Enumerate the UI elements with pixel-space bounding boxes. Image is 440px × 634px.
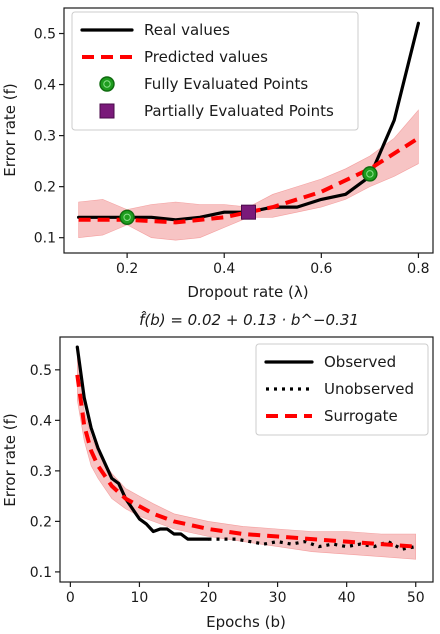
epochs-chart-title: f̂(b) = 0.02 + 0.13 · b^−0.31 — [139, 310, 359, 329]
dropout-band-area — [78, 109, 419, 241]
dropout-confidence-band — [78, 109, 419, 241]
dropout-series-predicted — [78, 136, 420, 225]
dropout-legend-label: Partially Evaluated Points — [144, 102, 334, 120]
dropout-x-tick-label: 0.2 — [116, 261, 138, 277]
dropout-legend-label: Predicted values — [144, 48, 268, 66]
epochs-x-axis-label: Epochs (b) — [206, 613, 286, 631]
dropout-legend-label: Real values — [144, 21, 230, 39]
epochs-x-tick-label: 50 — [407, 590, 425, 606]
dropout-plot-frame — [63, 7, 434, 254]
epochs-legend-box — [255, 343, 429, 436]
dropout-x-ticks: 0.2 0.4 0.6 0.8 — [116, 253, 430, 277]
epochs-y-tick-label: 0.4 — [30, 413, 52, 429]
epochs-band-area — [77, 349, 416, 560]
dropout-legend-swatch — [99, 76, 115, 92]
epochs-legend: Observed Unobserved Surrogate — [255, 343, 429, 436]
dropout-y-axis-label: Error rate (f) — [1, 83, 19, 177]
dropout-y-tick-label: 0.4 — [34, 78, 56, 94]
epochs-series-observed — [75, 345, 211, 541]
dropout-y-tick-label: 0.3 — [34, 129, 56, 145]
dropout-y-ticks: 0.1 0.2 0.3 0.4 0.5 — [34, 27, 64, 247]
dropout-y-tick-label: 0.2 — [34, 180, 56, 196]
epochs-x-tick-label: 10 — [131, 590, 149, 606]
dropout-point-partial — [241, 204, 256, 220]
dropout-x-axis-label: Dropout rate (λ) — [187, 283, 308, 301]
epochs-x-tick-label: 0 — [66, 590, 75, 606]
epochs-plot-marks — [75, 345, 416, 551]
epochs-y-tick-label: 0.3 — [30, 464, 52, 480]
dropout-x-tick-label: 0.6 — [310, 261, 332, 277]
dropout-x-tick-label: 0.4 — [213, 261, 235, 277]
dropout-x-tick-label: 0.8 — [407, 261, 429, 277]
dropout-legend-swatch-highlight — [103, 80, 111, 88]
epochs-legend-label: Surrogate — [324, 407, 398, 425]
epochs-chart: f̂(b) = 0.02 + 0.13 · b^−0.31 0 10 20 30 40 5… — [1, 310, 434, 631]
dropout-legend-box — [71, 11, 359, 131]
dropout-point-full — [119, 209, 135, 225]
epochs-confidence-band — [77, 349, 416, 560]
epochs-y-tick-label: 0.2 — [30, 514, 52, 530]
epochs-plot-frame — [59, 336, 434, 583]
epochs-y-axis-label: Error rate (f) — [1, 413, 19, 507]
epochs-x-tick-label: 40 — [338, 590, 356, 606]
epochs-legend-label: Unobserved — [324, 380, 414, 398]
epochs-x-ticks: 0 10 20 30 40 50 — [66, 582, 425, 606]
dropout-point-highlight — [123, 213, 131, 221]
epochs-x-tick-label: 20 — [200, 590, 218, 606]
epochs-y-tick-label: 0.5 — [30, 363, 52, 379]
dropout-legend-swatch — [99, 103, 115, 119]
epochs-y-ticks: 0.1 0.2 0.3 0.4 0.5 — [30, 363, 60, 581]
dropout-plot-marks — [76, 21, 420, 225]
dropout-y-tick-label: 0.5 — [34, 27, 56, 43]
dropout-point-full — [362, 166, 378, 182]
dropout-legend: Real values Predicted values Fully Evaluat… — [71, 11, 359, 131]
epochs-y-tick-label: 0.1 — [30, 565, 52, 581]
epochs-legend-label: Observed — [324, 353, 396, 371]
dropout-point-highlight — [366, 170, 374, 178]
dropout-y-tick-label: 0.1 — [34, 231, 56, 247]
dropout-chart: 0.2 0.4 0.6 0.8 0.1 0.2 0.3 0.4 0.5 Dropout rat… — [1, 7, 434, 301]
dropout-legend-label: Fully Evaluated Points — [144, 75, 308, 93]
epochs-x-tick-label: 30 — [269, 590, 287, 606]
